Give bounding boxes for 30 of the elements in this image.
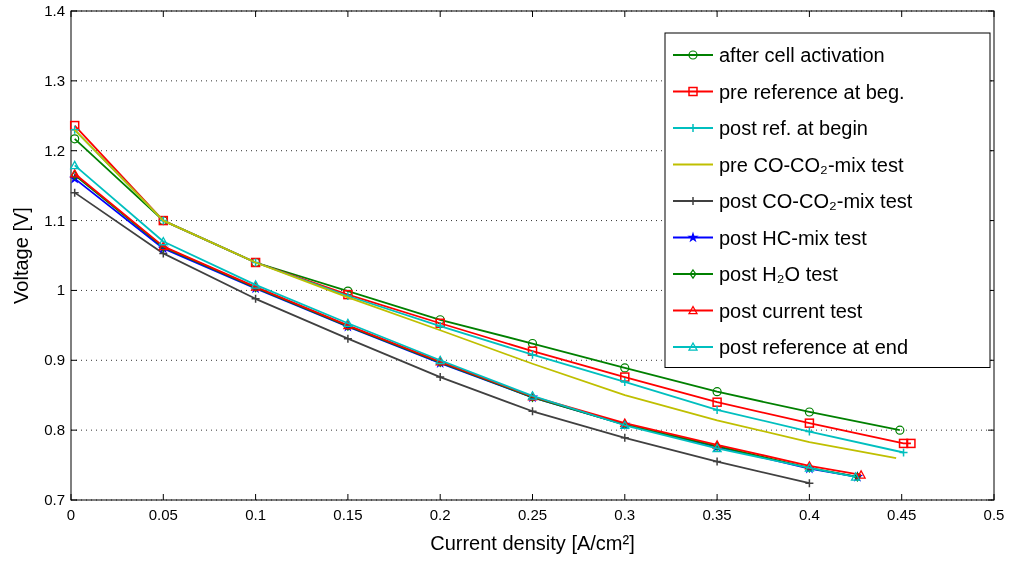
legend-label: post reference at end [719,336,909,358]
x-tick-label: 0.1 [245,506,267,523]
y-tick-label: 1.1 [44,211,65,229]
legend-label: post CO-CO₂-mix test [719,190,913,212]
legend-label: pre CO-CO₂-mix test [719,153,904,176]
x-tick-label: 0.45 [887,506,917,523]
x-tick-label: 0.25 [517,506,548,523]
y-tick-label: 0.7 [44,491,65,508]
y-tick-label: 1.3 [44,71,65,89]
legend-label: post ref. at begin [719,117,868,139]
y-tick-label: 1 [56,281,65,299]
x-tick-label: 0.2 [429,506,451,523]
x-tick-label: 0.35 [702,506,732,523]
legend-label: pre reference at beg. [719,80,905,103]
x-tick-label: 0.05 [148,506,178,523]
legend-label: post current test [719,299,863,322]
x-tick-label: 0.4 [798,506,820,523]
x-tick-label: 0 [66,506,76,523]
y-tick-label: 0.9 [44,351,65,369]
legend-label: post HC-mix test [719,226,868,249]
y-tick-label: 1.2 [44,141,65,159]
legend-label: after cell activation [719,44,885,66]
x-tick-label: 0.15 [333,506,363,523]
x-axis-title: Current density [A/cm²] [430,532,635,554]
legend-label: post H₂O test [719,263,839,285]
x-tick-label: 0.5 [983,506,1005,523]
y-tick-label: 0.8 [44,421,65,439]
x-tick-label: 0.3 [614,506,636,523]
y-tick-label: 1.4 [44,2,65,19]
y-axis-title: Voltage [V] [10,207,32,304]
